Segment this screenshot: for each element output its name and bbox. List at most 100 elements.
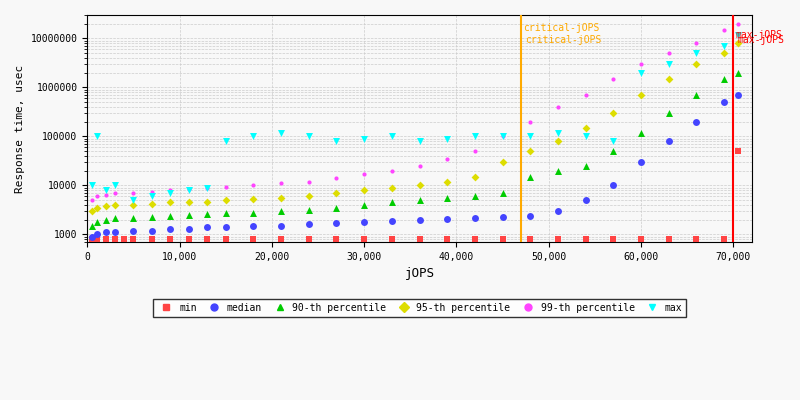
Point [90,236,103,242]
Point [109,229,122,236]
Point [690,40,703,46]
Point [441,178,454,185]
Point [99,216,112,223]
Point [86,236,98,242]
Point [634,159,647,165]
Point [99,187,112,193]
Point [496,236,509,242]
Point [182,212,195,218]
Point [718,43,730,49]
Point [164,187,177,193]
Point [607,236,620,242]
Point [662,236,675,242]
Point [579,124,592,131]
Point [330,190,343,196]
Point [219,183,232,190]
Point [330,220,343,226]
Point [109,190,122,196]
Point [718,50,730,56]
Point [469,148,482,154]
Point [109,236,122,242]
Point [247,182,260,189]
Point [731,40,744,46]
Point [201,198,214,205]
Point [731,31,744,38]
Point [90,204,103,211]
Point [164,226,177,232]
Point [524,213,537,219]
Point [86,223,98,229]
Point [731,20,744,27]
Point [330,138,343,144]
Point [524,118,537,125]
Point [146,227,158,234]
Point [634,92,647,98]
Point [731,148,744,154]
Point [247,196,260,202]
Point [302,133,315,140]
Point [469,133,482,140]
Point [358,236,370,242]
Point [86,208,98,214]
Point [718,26,730,33]
Point [607,110,620,116]
Point [247,236,260,242]
Point [731,70,744,76]
Point [551,129,564,136]
Point [247,209,260,216]
Point [164,190,177,196]
Point [690,92,703,98]
Point [274,208,287,214]
Point [579,133,592,140]
Point [164,199,177,206]
Point [579,236,592,242]
Point [330,236,343,242]
Point [634,70,647,76]
Point [496,133,509,140]
Point [146,201,158,207]
Point [469,214,482,221]
Point [127,190,140,196]
Point [524,236,537,242]
Point [330,204,343,211]
Text: max-jOPS: max-jOPS [737,34,784,44]
X-axis label: jOPS: jOPS [405,267,434,280]
Point [90,219,103,225]
Point [524,148,537,154]
Point [247,133,260,140]
Text: max-jOPS: max-jOPS [735,30,782,40]
Point [201,224,214,230]
Point [496,190,509,196]
Point [127,197,140,204]
Point [607,148,620,154]
Point [386,184,398,191]
Point [579,92,592,98]
Point [118,236,130,242]
Point [469,174,482,180]
Point [302,236,315,242]
Point [99,229,112,236]
Point [718,236,730,242]
Point [551,138,564,144]
Point [99,192,112,198]
Point [551,236,564,242]
Point [441,195,454,201]
Point [86,234,98,240]
Point [524,174,537,180]
Point [690,61,703,67]
Point [662,61,675,67]
Point [524,133,537,140]
Point [90,133,103,140]
Text: critical-jOPS: critical-jOPS [523,22,599,32]
Point [274,129,287,136]
Point [164,213,177,219]
Point [109,182,122,189]
Point [551,168,564,174]
Point [302,178,315,185]
Point [219,197,232,204]
Point [146,193,158,200]
Point [219,138,232,144]
Point [127,214,140,221]
Point [127,227,140,234]
Point [219,210,232,216]
